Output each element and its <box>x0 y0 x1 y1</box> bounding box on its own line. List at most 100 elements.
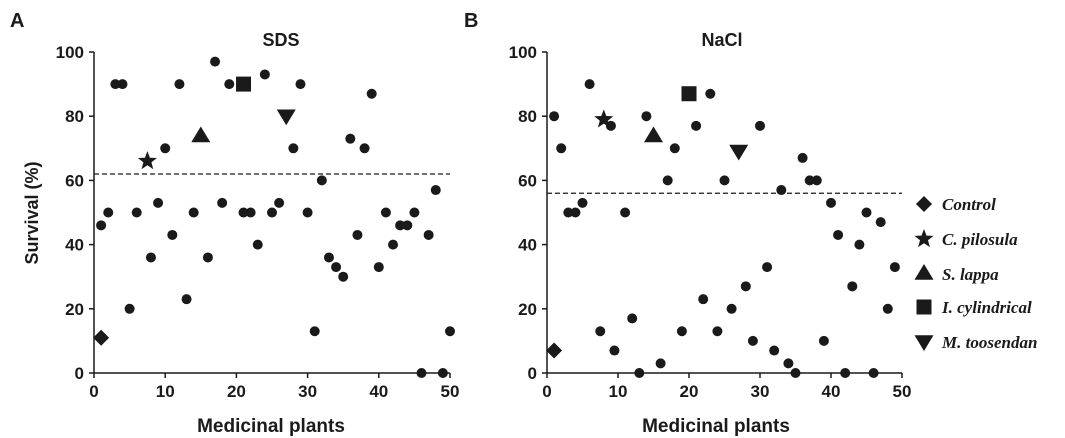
data-point <box>345 133 356 144</box>
data-point <box>811 175 822 186</box>
data-point <box>563 207 574 218</box>
data-point <box>96 220 107 231</box>
data-point <box>595 326 606 337</box>
y-tick-label: 100 <box>56 43 84 62</box>
data-point <box>245 207 256 218</box>
x-tick-label: 50 <box>441 382 460 401</box>
y-tick-label: 80 <box>518 107 537 126</box>
data-point <box>818 335 829 346</box>
marker-m-toosendan <box>276 109 296 126</box>
data-point <box>388 239 399 250</box>
data-point <box>705 88 716 99</box>
data-point <box>783 358 794 369</box>
data-point <box>790 368 801 378</box>
data-point <box>549 111 560 122</box>
x-tick-label: 30 <box>298 382 317 401</box>
data-point <box>655 358 666 369</box>
data-point <box>188 207 199 218</box>
data-point <box>131 207 142 218</box>
x-tick-label: 10 <box>156 382 175 401</box>
data-point <box>769 345 780 356</box>
data-point <box>316 175 327 186</box>
data-point <box>840 368 851 378</box>
data-point <box>861 207 872 218</box>
legend-marker-s-lappa <box>914 264 934 280</box>
data-point <box>698 294 709 305</box>
legend-marker-m-toosendan <box>914 335 934 351</box>
data-point <box>160 143 171 154</box>
x-tick-label: 30 <box>751 382 770 401</box>
data-point <box>776 185 787 196</box>
marker-i-cylindrical <box>236 76 252 92</box>
x-tick-label: 40 <box>369 382 388 401</box>
data-point <box>416 368 427 378</box>
x-tick-label: 20 <box>680 382 699 401</box>
legend-label-c-pilosula: C. pilosula <box>942 230 1018 249</box>
data-point <box>437 368 448 378</box>
x-axis-label-a: Medicinal plants <box>197 416 345 437</box>
data-point <box>267 207 277 218</box>
legend-label-control: Control <box>942 195 996 214</box>
marker-s-lappa <box>191 126 211 143</box>
data-point <box>380 207 391 218</box>
x-tick-label: 0 <box>542 382 551 401</box>
y-tick-label: 20 <box>518 300 537 319</box>
data-point <box>309 326 320 337</box>
data-point <box>882 303 893 314</box>
data-point <box>295 79 306 90</box>
data-point <box>302 207 313 218</box>
data-point <box>331 262 342 273</box>
x-tick-label: 20 <box>227 382 246 401</box>
marker-m-toosendan <box>729 144 749 161</box>
data-point <box>117 79 128 90</box>
marker-control <box>93 329 110 346</box>
data-point <box>202 252 213 263</box>
data-point <box>669 143 680 154</box>
data-point <box>352 229 363 240</box>
x-axis-label-b: Medicinal plants <box>642 416 790 437</box>
data-point <box>584 79 595 90</box>
marker-s-lappa <box>644 126 663 143</box>
chart-title-nacl: NaCl <box>701 30 742 50</box>
data-point <box>609 345 620 356</box>
marker-c-pilosula <box>137 151 157 170</box>
data-point <box>124 303 135 314</box>
data-point <box>238 207 249 218</box>
data-point <box>366 88 377 99</box>
data-point <box>145 252 156 263</box>
data-point <box>224 79 235 90</box>
legend-marker-c-pilosula <box>914 229 934 248</box>
y-tick-label: 20 <box>65 300 84 319</box>
marker-control <box>546 342 563 359</box>
data-point <box>712 326 723 337</box>
panel-letter-a: A <box>10 10 24 32</box>
y-tick-label: 100 <box>509 43 537 62</box>
data-point <box>217 197 228 208</box>
legend: Control C. pilosula S. lappa I. cylindri… <box>914 195 1037 352</box>
data-point <box>252 239 263 250</box>
data-point <box>868 368 879 378</box>
data-point <box>153 197 164 208</box>
legend-label-m-toosendan: M. toosendan <box>941 333 1037 352</box>
legend-marker-i-cylindrical <box>916 299 932 315</box>
data-point <box>797 152 808 163</box>
y-axis-label: Survival (%) <box>22 161 42 264</box>
data-point <box>409 207 420 218</box>
data-point <box>430 185 441 196</box>
x-tick-label: 10 <box>609 382 628 401</box>
data-point <box>259 69 270 80</box>
x-tick-label: 0 <box>89 382 98 401</box>
data-point <box>641 111 652 122</box>
data-point <box>577 197 588 208</box>
data-point <box>373 262 384 273</box>
data-point <box>854 239 865 250</box>
data-point <box>359 143 370 154</box>
data-point <box>103 207 114 218</box>
data-point <box>210 56 221 67</box>
data-point <box>395 220 406 231</box>
data-point <box>620 207 631 218</box>
data-point <box>274 197 285 208</box>
data-point <box>747 335 758 346</box>
data-point <box>634 368 645 378</box>
